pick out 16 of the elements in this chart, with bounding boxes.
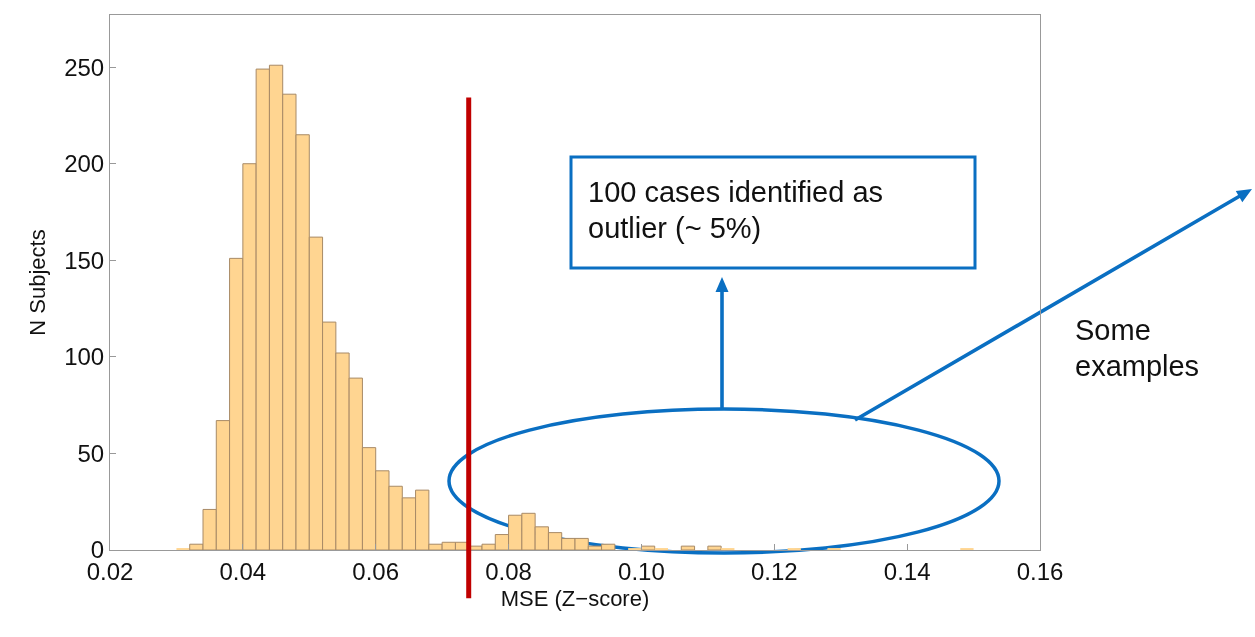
- y-tick-label: 200: [64, 150, 105, 178]
- x-tick-label: 0.14: [883, 557, 931, 585]
- x-tick-label: 0.16: [1016, 557, 1064, 585]
- y-axis-title: N Subjects: [24, 229, 50, 336]
- y-tick-label: 250: [64, 53, 105, 81]
- x-tick-label: 0.06: [352, 557, 400, 585]
- text: Some examples: [1075, 313, 1201, 384]
- annotation: 100 cases identified as outlier (~ 5%): [588, 175, 885, 246]
- x-tick-label: 0.12: [750, 557, 798, 585]
- x-tick-label: 0.08: [485, 557, 532, 585]
- x-tick-label: 0.10: [618, 557, 665, 585]
- y-tick-label: 100: [64, 343, 105, 371]
- y-tick-label: 150: [64, 246, 105, 274]
- y-tick-label: 50: [77, 439, 105, 467]
- x-axis-title: MSE (Z−score): [500, 585, 650, 611]
- x-tick-label: 0.04: [219, 557, 267, 585]
